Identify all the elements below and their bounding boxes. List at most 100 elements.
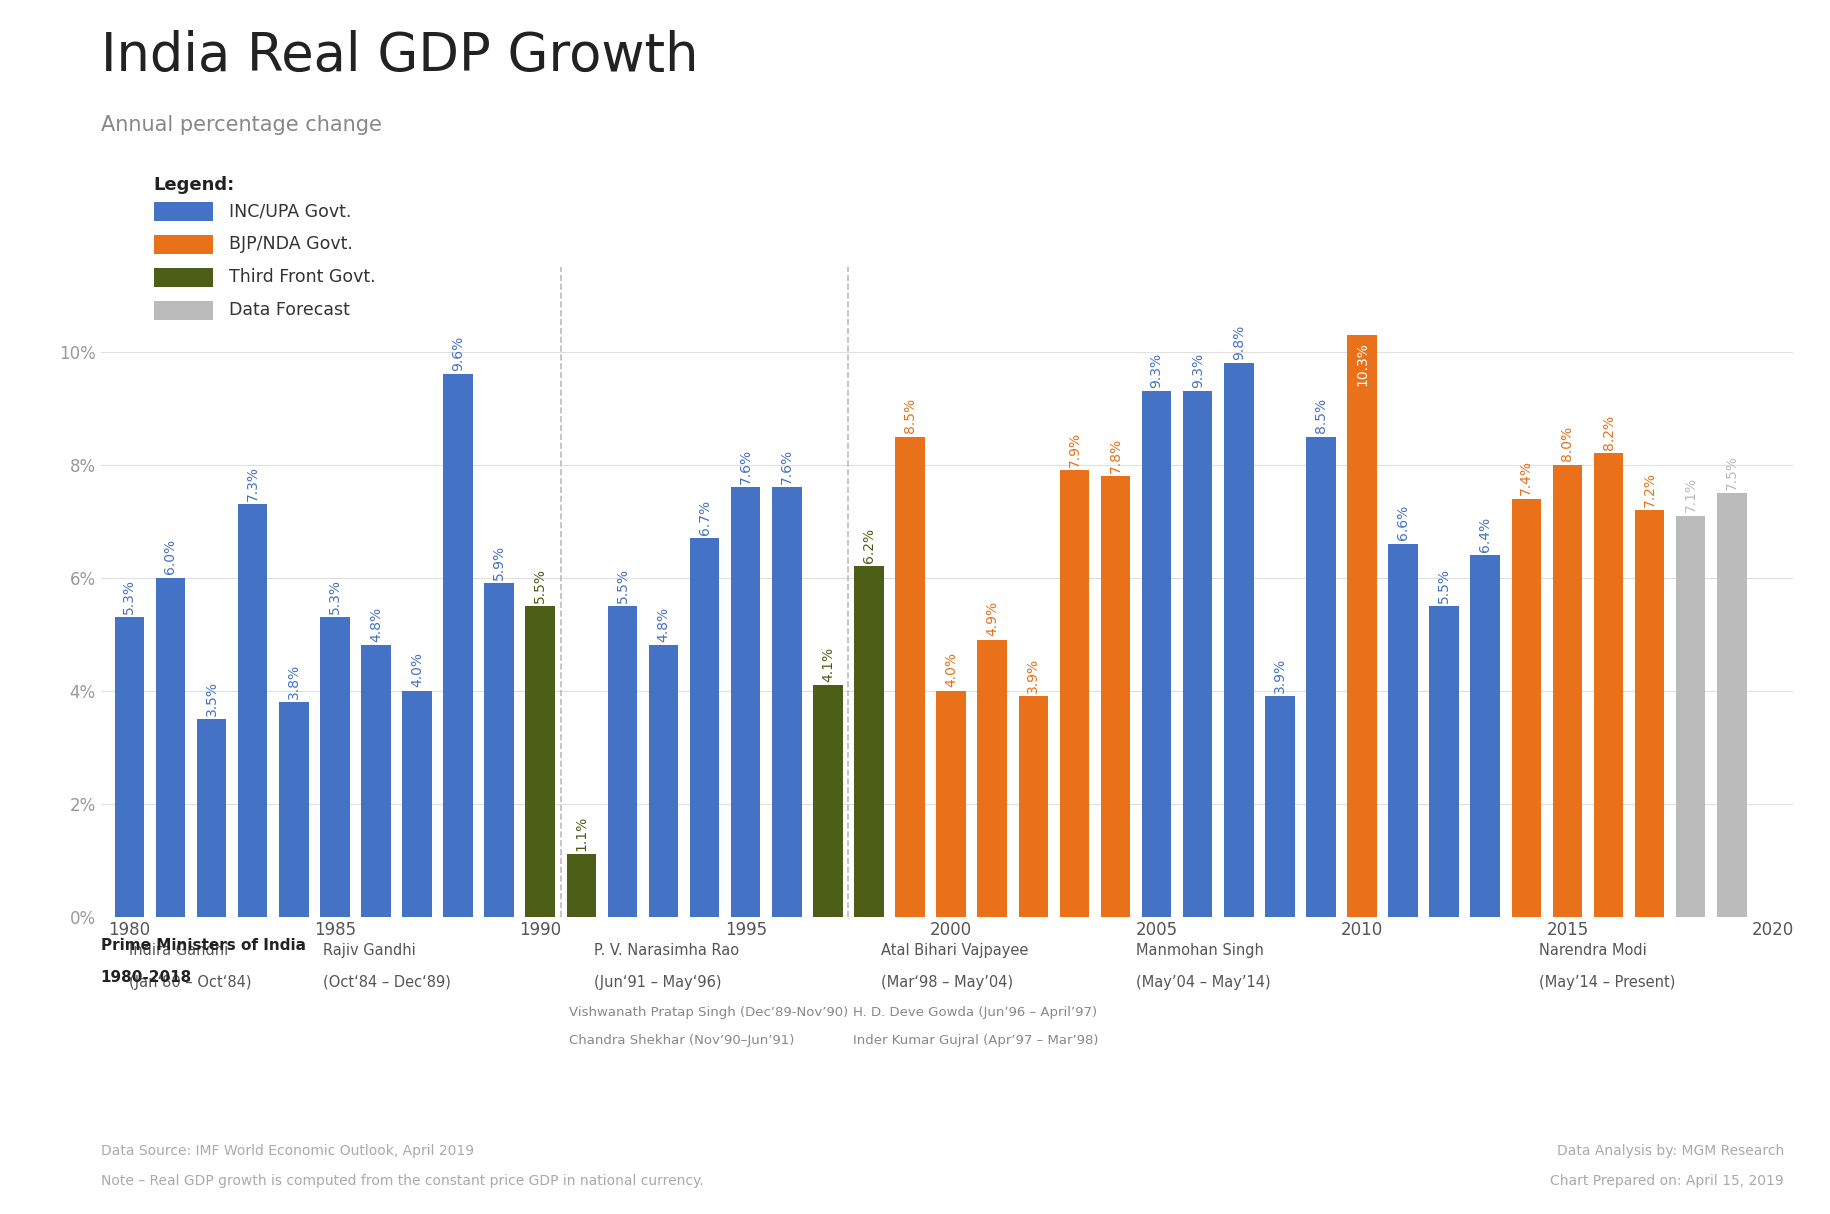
Bar <box>1142 391 1171 917</box>
Text: 7.6%: 7.6% <box>780 449 794 484</box>
Bar <box>443 374 472 917</box>
Bar <box>1307 437 1336 917</box>
FancyBboxPatch shape <box>154 268 212 287</box>
Text: 3.9%: 3.9% <box>1274 658 1286 693</box>
Text: Data Analysis by: MGM Research: Data Analysis by: MGM Research <box>1557 1144 1784 1158</box>
Text: (May’04 – May’14): (May’04 – May’14) <box>1136 975 1270 989</box>
Bar <box>278 702 309 917</box>
Text: 6.4%: 6.4% <box>1479 517 1491 551</box>
Bar <box>1429 606 1459 917</box>
Text: 1.1%: 1.1% <box>575 816 589 851</box>
Text: 5.3%: 5.3% <box>328 579 342 614</box>
Text: 9.6%: 9.6% <box>452 336 465 371</box>
Text: 10.3%: 10.3% <box>1354 341 1369 386</box>
Text: 4.0%: 4.0% <box>410 652 425 687</box>
Text: Annual percentage change: Annual percentage change <box>101 115 381 135</box>
Bar <box>1512 499 1541 917</box>
Bar <box>525 606 554 917</box>
Bar <box>1717 493 1746 917</box>
Text: BJP/NDA Govt.: BJP/NDA Govt. <box>229 236 353 254</box>
Text: India Real GDP Growth: India Real GDP Growth <box>101 30 699 83</box>
Text: 7.3%: 7.3% <box>245 466 260 501</box>
Text: (May’14 – Present): (May’14 – Present) <box>1539 975 1674 989</box>
Bar <box>156 578 185 917</box>
Text: 7.5%: 7.5% <box>1724 454 1738 489</box>
Text: 8.5%: 8.5% <box>1314 398 1329 433</box>
Bar <box>361 646 392 917</box>
Text: (Jan‘80 – Oct‘84): (Jan‘80 – Oct‘84) <box>130 975 253 989</box>
Text: Manmohan Singh: Manmohan Singh <box>1136 943 1265 958</box>
Bar <box>115 617 145 917</box>
Text: H. D. Deve Gowda (Jun’96 – April’97): H. D. Deve Gowda (Jun’96 – April’97) <box>853 1006 1096 1020</box>
Text: 6.2%: 6.2% <box>862 528 877 563</box>
Bar <box>1182 391 1213 917</box>
Text: Third Front Govt.: Third Front Govt. <box>229 268 377 287</box>
Text: 6.7%: 6.7% <box>697 500 712 535</box>
FancyBboxPatch shape <box>154 203 212 221</box>
Bar <box>1389 544 1418 917</box>
Text: 5.5%: 5.5% <box>615 568 630 602</box>
Text: Chandra Shekhar (Nov’90–Jun’91): Chandra Shekhar (Nov’90–Jun’91) <box>569 1034 794 1048</box>
Text: Legend:: Legend: <box>154 176 234 194</box>
Text: 7.4%: 7.4% <box>1519 460 1534 495</box>
Text: 7.9%: 7.9% <box>1067 432 1082 467</box>
Text: 4.1%: 4.1% <box>822 647 834 681</box>
Text: 7.6%: 7.6% <box>739 449 752 484</box>
Bar <box>1634 510 1665 917</box>
Text: Inder Kumar Gujral (Apr’97 – Mar’98): Inder Kumar Gujral (Apr’97 – Mar’98) <box>853 1034 1098 1048</box>
Text: 6.0%: 6.0% <box>163 539 178 574</box>
Text: 8.5%: 8.5% <box>902 398 917 433</box>
Text: Data Forecast: Data Forecast <box>229 301 350 319</box>
Bar <box>320 617 350 917</box>
Text: (Oct‘84 – Dec‘89): (Oct‘84 – Dec‘89) <box>322 975 450 989</box>
Text: 5.3%: 5.3% <box>123 579 137 614</box>
Text: 4.8%: 4.8% <box>370 607 382 642</box>
Text: Atal Bihari Vajpayee: Atal Bihari Vajpayee <box>882 943 1028 958</box>
Bar <box>567 855 597 917</box>
Text: Data Source: IMF World Economic Outlook, April 2019: Data Source: IMF World Economic Outlook,… <box>101 1144 474 1158</box>
Text: 5.5%: 5.5% <box>533 568 547 602</box>
Text: P. V. Narasimha Rao: P. V. Narasimha Rao <box>593 943 739 958</box>
Text: 9.8%: 9.8% <box>1232 324 1246 359</box>
Text: Note – Real GDP growth is computed from the constant price GDP in national curre: Note – Real GDP growth is computed from … <box>101 1174 703 1189</box>
Bar <box>485 584 514 917</box>
Bar <box>1224 363 1254 917</box>
Text: Narendra Modi: Narendra Modi <box>1539 943 1647 958</box>
Bar <box>1265 697 1294 917</box>
Text: 8.2%: 8.2% <box>1601 415 1616 450</box>
Text: Rajiv Gandhi: Rajiv Gandhi <box>322 943 415 958</box>
Text: 8.0%: 8.0% <box>1561 426 1574 461</box>
Bar <box>1100 476 1131 917</box>
Bar <box>772 487 802 917</box>
Text: 6.6%: 6.6% <box>1396 505 1411 540</box>
Bar <box>608 606 637 917</box>
Bar <box>937 691 966 917</box>
Text: Chart Prepared on: April 15, 2019: Chart Prepared on: April 15, 2019 <box>1550 1174 1784 1189</box>
Text: 9.3%: 9.3% <box>1191 353 1204 388</box>
Text: 1980-2018: 1980-2018 <box>101 970 192 985</box>
Bar <box>895 437 924 917</box>
Text: 7.1%: 7.1% <box>1684 477 1698 512</box>
Text: Indira Gandhi: Indira Gandhi <box>130 943 229 958</box>
Text: Prime Ministers of India: Prime Ministers of India <box>101 938 306 953</box>
Bar <box>1594 454 1623 917</box>
Text: Vishwanath Pratap Singh (Dec’89-Nov’90): Vishwanath Pratap Singh (Dec’89-Nov’90) <box>569 1006 849 1020</box>
Bar <box>813 685 842 917</box>
Text: 3.9%: 3.9% <box>1027 658 1039 693</box>
Bar <box>1060 470 1089 917</box>
Text: 3.5%: 3.5% <box>205 681 218 715</box>
Bar <box>650 646 679 917</box>
Text: 9.3%: 9.3% <box>1149 353 1164 388</box>
Text: 3.8%: 3.8% <box>287 663 300 698</box>
Bar <box>1347 335 1376 917</box>
Bar <box>1019 697 1049 917</box>
Bar <box>730 487 761 917</box>
Text: 7.2%: 7.2% <box>1643 471 1656 506</box>
FancyBboxPatch shape <box>154 236 212 254</box>
Bar <box>855 567 884 917</box>
Bar <box>198 719 227 917</box>
Bar <box>403 691 432 917</box>
Text: 4.0%: 4.0% <box>944 652 959 687</box>
Text: 5.9%: 5.9% <box>492 545 507 580</box>
Bar <box>690 538 719 917</box>
